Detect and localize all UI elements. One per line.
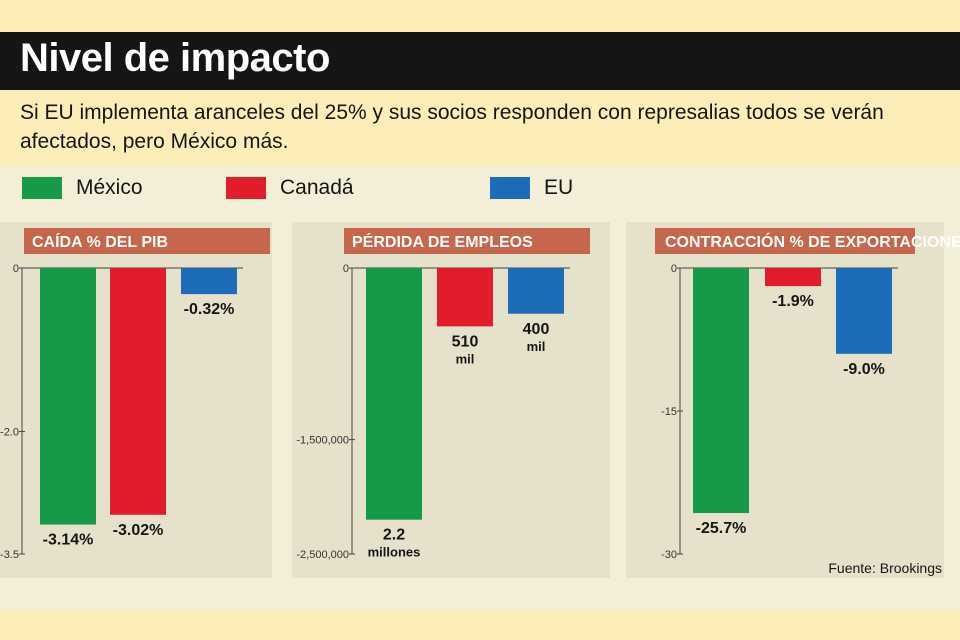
chart-data-label-3-mexico: -25.7% xyxy=(696,520,747,537)
legend-item-canada: Canadá xyxy=(226,176,354,200)
page-title: Nivel de impacto xyxy=(20,36,330,80)
chart-bar-1-canada xyxy=(110,268,166,515)
chart-bar-2-canada xyxy=(437,268,493,327)
chart-data-label-1-eu: -0.32% xyxy=(184,301,235,318)
legend-label-mexico: México xyxy=(76,176,143,199)
chart-title-1: CAÍDA % DEL PIB xyxy=(32,232,168,251)
chart-data-label-3-canada: -1.9% xyxy=(772,293,814,310)
chart-data-label-1-canada: -3.02% xyxy=(113,522,164,539)
chart-tick-label-3-0: 0 xyxy=(671,263,677,275)
title-bar: Nivel de impacto xyxy=(0,32,960,90)
chart-tick-label-2-1: -1,500,000 xyxy=(296,435,349,447)
chart-data-label-3-eu: -9.0% xyxy=(843,361,885,378)
source-note: Fuente: Brookings xyxy=(828,560,942,576)
chart-bar-2-mexico xyxy=(366,268,422,520)
chart-header-1 xyxy=(24,228,270,254)
chart-bar-3-eu xyxy=(836,268,892,354)
chart-bar-3-canada xyxy=(765,268,821,287)
chart-bar-1-eu xyxy=(181,268,237,295)
chart-tick-label-2-0: 0 xyxy=(343,263,349,275)
chart-tick-label-1-0: 0 xyxy=(13,263,19,275)
chart-title-2: PÉRDIDA DE EMPLEOS xyxy=(352,232,533,251)
chart-data-label-2-eu-unit: mil xyxy=(527,339,546,354)
page-subtitle: Si EU implementa aranceles del 25% y sus… xyxy=(20,101,884,153)
legend-swatch-canada xyxy=(226,177,266,199)
legend-item-eu: EU xyxy=(490,176,573,200)
chart-tick-label-2-2: -2,500,000 xyxy=(296,549,349,561)
chart-header-3 xyxy=(655,228,915,254)
chart-tick-label-3-2: -30 xyxy=(661,549,677,561)
legend-label-canada: Canadá xyxy=(280,176,354,199)
chart-header-2 xyxy=(344,228,590,254)
chart-tick-label-1-1: -2.0 xyxy=(0,426,19,438)
chart-bar-2-eu xyxy=(508,268,564,314)
chart-data-label-1-mexico: -3.14% xyxy=(43,532,94,549)
chart-tick-label-1-2: -3.5 xyxy=(0,549,19,561)
legend-swatch-eu xyxy=(490,177,530,199)
legend-label-eu: EU xyxy=(544,176,574,199)
chart-bar-1-mexico xyxy=(40,268,96,525)
chart-data-label-2-canada: 510 xyxy=(452,333,479,350)
chart-bar-3-mexico xyxy=(693,268,749,514)
chart-title-3: CONTRACCIÓN % DE EXPORTACIONES xyxy=(665,232,960,251)
chart-data-label-2-mexico-unit: millones xyxy=(368,545,421,560)
chart-data-label-2-canada-unit: mil xyxy=(456,351,475,366)
chart-data-label-2-mexico: 2.2 xyxy=(383,527,405,544)
chart-tick-label-3-1: -15 xyxy=(661,406,677,418)
legend-swatch-mexico xyxy=(22,177,62,199)
chart-data-label-2-eu: 400 xyxy=(523,321,550,338)
legend-item-mexico: México xyxy=(22,176,143,200)
